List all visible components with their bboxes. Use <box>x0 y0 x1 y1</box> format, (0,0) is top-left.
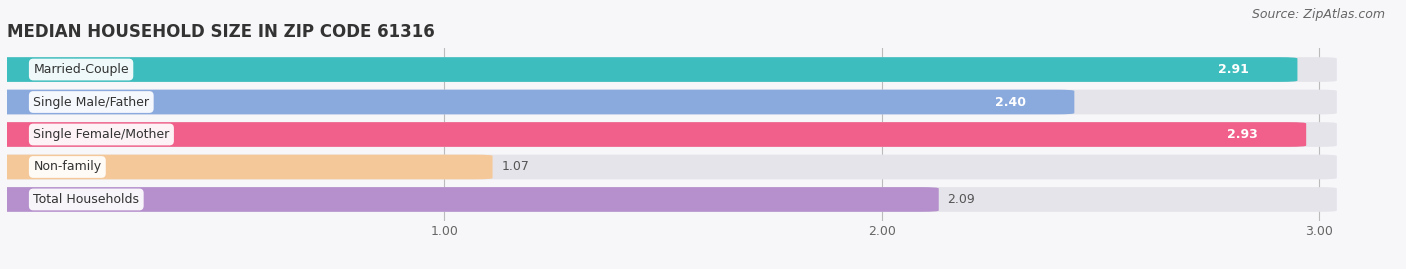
FancyBboxPatch shape <box>0 122 1306 147</box>
FancyBboxPatch shape <box>0 187 939 212</box>
FancyBboxPatch shape <box>0 57 1298 82</box>
Text: MEDIAN HOUSEHOLD SIZE IN ZIP CODE 61316: MEDIAN HOUSEHOLD SIZE IN ZIP CODE 61316 <box>7 23 434 41</box>
Text: 2.93: 2.93 <box>1227 128 1258 141</box>
Text: Total Households: Total Households <box>34 193 139 206</box>
FancyBboxPatch shape <box>0 122 1337 147</box>
Text: Married-Couple: Married-Couple <box>34 63 129 76</box>
FancyBboxPatch shape <box>0 155 492 179</box>
Text: 2.91: 2.91 <box>1219 63 1250 76</box>
Text: Single Male/Father: Single Male/Father <box>34 95 149 108</box>
Text: Non-family: Non-family <box>34 161 101 174</box>
Text: Single Female/Mother: Single Female/Mother <box>34 128 170 141</box>
Text: 1.07: 1.07 <box>502 161 529 174</box>
Text: 2.09: 2.09 <box>948 193 976 206</box>
FancyBboxPatch shape <box>0 187 1337 212</box>
FancyBboxPatch shape <box>0 90 1074 114</box>
FancyBboxPatch shape <box>0 90 1337 114</box>
FancyBboxPatch shape <box>0 155 1337 179</box>
Text: Source: ZipAtlas.com: Source: ZipAtlas.com <box>1251 8 1385 21</box>
Text: 2.40: 2.40 <box>995 95 1026 108</box>
FancyBboxPatch shape <box>0 57 1337 82</box>
